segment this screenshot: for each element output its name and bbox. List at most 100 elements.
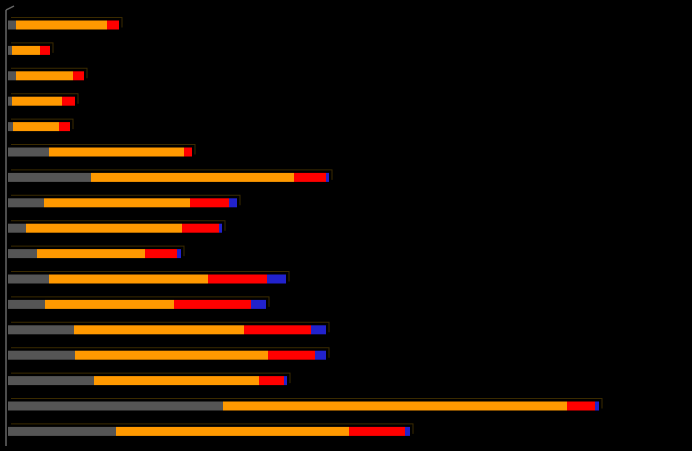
bar-group-8 — [8, 194, 241, 208]
bar-segment-15-4 — [284, 376, 287, 386]
bar-segment-1-1 — [8, 20, 16, 30]
bar-segment-3-1 — [8, 71, 16, 81]
bar-group-14 — [8, 347, 330, 360]
bar-depth-edge-10 — [11, 245, 185, 257]
bar-groups — [8, 17, 603, 436]
bar-segment-12-3 — [174, 299, 251, 309]
bar-segment-5-1 — [8, 122, 13, 132]
bar-depth-edge-7 — [11, 169, 333, 180]
bar-segment-13-1 — [8, 325, 74, 335]
bar-segment-17-3 — [349, 426, 405, 436]
bar-depth-edge-6 — [11, 144, 196, 155]
bar-depth-edge-1 — [11, 17, 123, 28]
bar-depth-edge-17 — [11, 423, 414, 434]
bar-group-13 — [8, 321, 330, 335]
bar-group-15 — [8, 372, 291, 386]
bar-group-6 — [8, 144, 196, 157]
bar-segment-16-4 — [595, 401, 599, 411]
bar-group-5 — [8, 118, 74, 132]
bar-segment-8-1 — [8, 198, 44, 208]
bar-segment-11-1 — [8, 274, 49, 284]
bar-segment-13-3 — [244, 325, 311, 335]
bar-segment-2-1 — [8, 45, 12, 55]
bar-segment-7-4 — [326, 172, 329, 182]
bar-segment-1-3 — [107, 20, 119, 30]
bar-depth-edge-14 — [11, 347, 330, 358]
bar-segment-5-2 — [13, 122, 59, 132]
bar-segment-11-2 — [49, 274, 208, 284]
bar-segment-12-4 — [251, 299, 266, 309]
bar-group-2 — [8, 42, 54, 55]
bar-segment-11-4 — [267, 274, 286, 284]
bar-segment-15-1 — [8, 376, 94, 386]
bar-segment-13-4 — [311, 325, 326, 335]
bar-depth-edge-4 — [11, 93, 79, 104]
bar-group-16 — [8, 398, 603, 411]
bar-group-10 — [8, 245, 185, 259]
bar-depth-edge-16 — [11, 398, 603, 409]
bar-segment-9-4 — [219, 223, 222, 233]
bar-segment-16-2 — [223, 401, 567, 411]
bar-segment-11-3 — [208, 274, 267, 284]
bar-group-3 — [8, 67, 88, 81]
bar-segment-17-4 — [405, 426, 410, 436]
bar-segment-7-3 — [294, 172, 326, 182]
bar-segment-15-2 — [94, 376, 259, 386]
bar-segment-6-1 — [8, 147, 49, 157]
bar-segment-9-1 — [8, 223, 26, 233]
bar-segment-14-1 — [8, 350, 75, 360]
bar-group-9 — [8, 220, 226, 233]
bar-segment-12-1 — [8, 299, 45, 309]
bar-group-12 — [8, 296, 270, 309]
bar-depth-edge-13 — [11, 321, 330, 333]
bar-depth-edge-3 — [11, 67, 88, 79]
bar-segment-10-2 — [37, 249, 145, 259]
bar-segment-9-3 — [182, 223, 219, 233]
bar-segment-8-3 — [190, 198, 229, 208]
bar-group-1 — [8, 17, 123, 30]
bar-depth-edge-15 — [11, 372, 291, 384]
bar-segment-6-2 — [49, 147, 184, 157]
bar-segment-16-3 — [567, 401, 595, 411]
bar-segment-8-4 — [229, 198, 237, 208]
bar-segment-10-1 — [8, 249, 37, 259]
bar-segment-14-4 — [315, 350, 326, 360]
bar-segment-14-3 — [268, 350, 315, 360]
bar-group-17 — [8, 423, 414, 436]
bar-segment-2-3 — [40, 45, 50, 55]
bar-segment-2-2 — [12, 45, 40, 55]
bar-segment-4-1 — [8, 96, 12, 106]
bar-segment-7-2 — [91, 172, 294, 182]
bar-segment-17-1 — [8, 426, 116, 436]
bar-segment-10-4 — [177, 249, 181, 259]
bar-depth-edge-11 — [11, 271, 290, 282]
bar-segment-1-2 — [16, 20, 107, 30]
bar-segment-5-3 — [59, 122, 70, 132]
bar-segment-9-2 — [26, 223, 182, 233]
bar-segment-3-3 — [73, 71, 84, 81]
bar-depth-edge-2 — [11, 42, 54, 53]
bar-segment-13-2 — [74, 325, 244, 335]
bar-segment-8-2 — [44, 198, 190, 208]
bar-depth-edge-8 — [11, 194, 241, 206]
bar-group-11 — [8, 271, 290, 284]
bar-depth-edge-5 — [11, 118, 74, 130]
bar-segment-4-2 — [12, 96, 62, 106]
bar-segment-15-3 — [259, 376, 284, 386]
bar-segment-14-2 — [75, 350, 268, 360]
bar-depth-edge-12 — [11, 296, 270, 307]
bar-group-7 — [8, 169, 333, 182]
bar-segment-12-2 — [45, 299, 174, 309]
bar-segment-6-3 — [184, 147, 192, 157]
bar-segment-7-1 — [8, 172, 91, 182]
bar-segment-17-2 — [116, 426, 349, 436]
bar-segment-4-3 — [62, 96, 75, 106]
bar-segment-3-2 — [16, 71, 73, 81]
plot-area — [5, 5, 603, 446]
bar-group-4 — [8, 93, 79, 106]
bar-depth-edge-9 — [11, 220, 226, 231]
y-axis-cap — [5, 5, 15, 11]
bar-segment-10-3 — [145, 249, 177, 259]
bar-segment-16-1 — [8, 401, 223, 411]
